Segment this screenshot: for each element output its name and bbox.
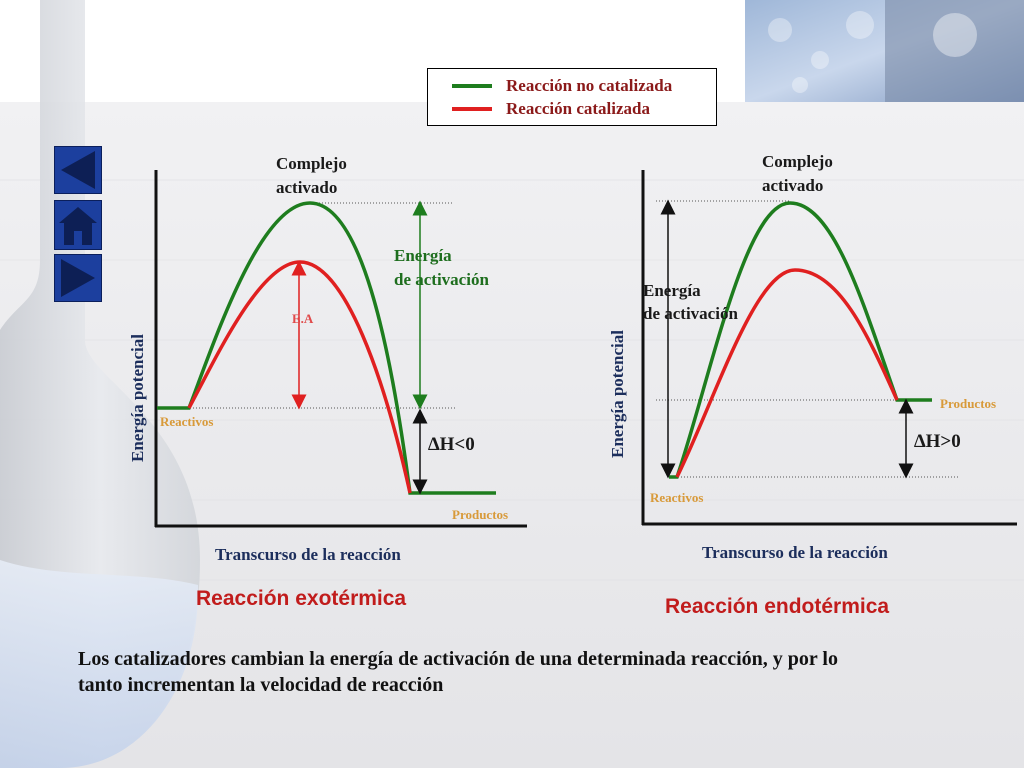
legend-item-uncatalyzed: Reacción no catalizada: [452, 75, 672, 97]
legend-item-catalyzed: Reacción catalizada: [452, 98, 650, 120]
endo-complex-label-line1: Complejo: [762, 152, 833, 171]
exo-complex-label-line2: activado: [276, 178, 338, 197]
endo-activation-label-line1: Energía: [643, 281, 701, 300]
exo-x-axis-label: Transcurso de la reacción: [215, 545, 401, 564]
exo-activation-label-line2: de activación: [394, 270, 489, 289]
legend-red-line: [452, 107, 492, 111]
exo-title: Reacción exotérmica: [196, 587, 407, 610]
exo-y-axis-label: Energía potencial: [128, 334, 147, 462]
endo-complex-label-line2: activado: [762, 176, 824, 195]
endo-products-label: Productos: [940, 396, 997, 411]
exo-complex-label-line1: Complejo: [276, 154, 347, 173]
slide-caption: Los catalizadores cambian la energía de …: [78, 646, 978, 698]
home-icon: [59, 207, 97, 245]
endo-reactants-label: Reactivos: [650, 490, 704, 505]
triangle-right-icon: [61, 259, 95, 297]
exo-activation-label-line1: Energía: [394, 246, 452, 265]
exo-ea-label: E.A: [292, 311, 314, 326]
endo-y-axis-label: Energía potencial: [608, 330, 627, 458]
endo-uncatalyzed-curve: [669, 201, 932, 479]
exo-products-label: Productos: [452, 507, 509, 522]
caption-line1: Los catalizadores cambian la energía de …: [78, 648, 838, 670]
endo-activation-label-line2: de activación: [643, 304, 738, 323]
endo-delta-h-label: ∆H>0: [914, 431, 961, 452]
exo-reactants-label: Reactivos: [160, 414, 214, 429]
prev-slide-button[interactable]: [54, 146, 102, 194]
legend-catalyzed-label: Reacción catalizada: [506, 99, 650, 118]
exo-uncatalyzed-curve: [157, 201, 496, 495]
caption-line2: tanto incrementan la velocidad de reacci…: [78, 674, 444, 696]
next-slide-button[interactable]: [54, 254, 102, 302]
endo-title: Reacción endotérmica: [665, 595, 890, 618]
home-button[interactable]: [54, 200, 102, 250]
exo-delta-h-label: ∆H<0: [428, 434, 475, 455]
endo-x-axis-label: Transcurso de la reacción: [702, 543, 888, 562]
triangle-left-icon: [61, 151, 95, 189]
endo-catalyzed-curve: [675, 268, 899, 478]
legend-green-line: [452, 84, 492, 88]
legend-box: Reacción no catalizada Reacción cataliza…: [427, 68, 717, 126]
legend-uncatalyzed-label: Reacción no catalizada: [506, 76, 673, 95]
